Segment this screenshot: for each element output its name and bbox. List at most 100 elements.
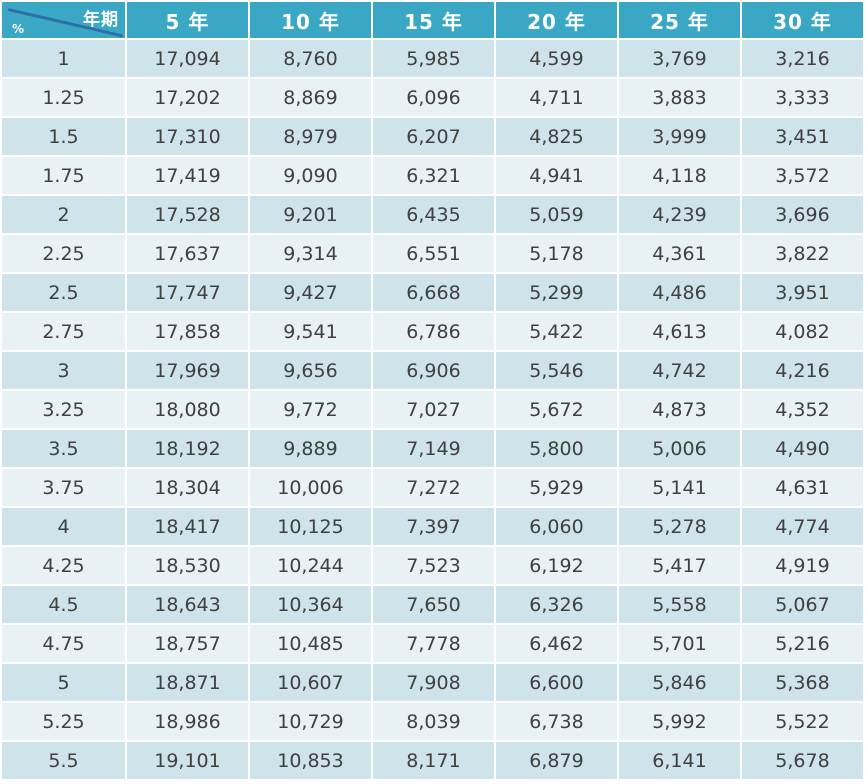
payment-cell: 4,082 xyxy=(742,313,863,350)
payment-cell: 9,314 xyxy=(250,235,371,272)
payment-cell: 5,678 xyxy=(742,742,863,779)
payment-cell: 5,846 xyxy=(619,664,740,701)
payment-cell: 9,427 xyxy=(250,274,371,311)
payment-cell: 10,244 xyxy=(250,547,371,584)
payment-cell: 8,869 xyxy=(250,79,371,116)
payment-cell: 3,769 xyxy=(619,40,740,77)
payment-cell: 17,310 xyxy=(127,118,248,155)
payment-cell: 5,417 xyxy=(619,547,740,584)
payment-cell: 18,871 xyxy=(127,664,248,701)
payment-cell: 18,643 xyxy=(127,586,248,623)
payment-cell: 3,883 xyxy=(619,79,740,116)
payment-cell: 5,672 xyxy=(496,391,617,428)
payment-cell: 6,551 xyxy=(373,235,494,272)
payment-cell: 18,192 xyxy=(127,430,248,467)
rate-cell: 1.25 xyxy=(2,79,125,116)
payment-cell: 10,729 xyxy=(250,703,371,740)
payment-cell: 4,873 xyxy=(619,391,740,428)
payment-cell: 8,171 xyxy=(373,742,494,779)
table-row: 3 17,969 9,656 6,906 5,546 4,742 4,216 xyxy=(2,352,863,389)
table-row: 4 18,417 10,125 7,397 6,060 5,278 4,774 xyxy=(2,508,863,545)
payment-cell: 3,451 xyxy=(742,118,863,155)
payment-cell: 5,522 xyxy=(742,703,863,740)
payment-cell: 6,786 xyxy=(373,313,494,350)
payment-cell: 4,742 xyxy=(619,352,740,389)
payment-cell: 4,352 xyxy=(742,391,863,428)
payment-cell: 5,368 xyxy=(742,664,863,701)
payment-cell: 6,207 xyxy=(373,118,494,155)
payment-cell: 4,599 xyxy=(496,40,617,77)
table-row: 4.25 18,530 10,244 7,523 6,192 5,417 4,919 xyxy=(2,547,863,584)
table-row: 5 18,871 10,607 7,908 6,600 5,846 5,368 xyxy=(2,664,863,701)
payment-cell: 5,985 xyxy=(373,40,494,77)
payment-cell: 17,747 xyxy=(127,274,248,311)
payment-cell: 4,613 xyxy=(619,313,740,350)
payment-cell: 5,141 xyxy=(619,469,740,506)
payment-cell: 5,278 xyxy=(619,508,740,545)
corner-label-rate: % xyxy=(12,22,26,36)
payment-cell: 6,600 xyxy=(496,664,617,701)
payment-cell: 17,969 xyxy=(127,352,248,389)
rate-cell: 5.5 xyxy=(2,742,125,779)
payment-cell: 5,701 xyxy=(619,625,740,662)
payment-cell: 5,299 xyxy=(496,274,617,311)
rate-cell: 1 xyxy=(2,40,125,77)
payment-cell: 7,149 xyxy=(373,430,494,467)
payment-cell: 6,060 xyxy=(496,508,617,545)
payment-cell: 6,326 xyxy=(496,586,617,623)
table-row: 3.25 18,080 9,772 7,027 5,672 4,873 4,352 xyxy=(2,391,863,428)
rate-cell: 3.5 xyxy=(2,430,125,467)
payment-cell: 6,192 xyxy=(496,547,617,584)
rate-cell: 4.5 xyxy=(2,586,125,623)
table-row: 3.5 18,192 9,889 7,149 5,800 5,006 4,490 xyxy=(2,430,863,467)
payment-cell: 17,858 xyxy=(127,313,248,350)
rate-cell: 1.5 xyxy=(2,118,125,155)
payment-cell: 6,879 xyxy=(496,742,617,779)
payment-cell: 9,541 xyxy=(250,313,371,350)
rate-cell: 4.25 xyxy=(2,547,125,584)
rate-cell: 3.75 xyxy=(2,469,125,506)
payment-cell: 4,919 xyxy=(742,547,863,584)
column-header: 20 年 xyxy=(496,2,617,38)
payment-cell: 18,530 xyxy=(127,547,248,584)
payment-cell: 5,422 xyxy=(496,313,617,350)
payment-cell: 9,090 xyxy=(250,157,371,194)
table-row: 3.75 18,304 10,006 7,272 5,929 5,141 4,631 xyxy=(2,469,863,506)
payment-cell: 6,668 xyxy=(373,274,494,311)
rate-cell: 1.75 xyxy=(2,157,125,194)
payment-cell: 3,822 xyxy=(742,235,863,272)
payment-cell: 6,738 xyxy=(496,703,617,740)
payment-cell: 10,006 xyxy=(250,469,371,506)
payment-cell: 8,979 xyxy=(250,118,371,155)
payment-cell: 10,364 xyxy=(250,586,371,623)
table-row: 2 17,528 9,201 6,435 5,059 4,239 3,696 xyxy=(2,196,863,233)
payment-cell: 4,941 xyxy=(496,157,617,194)
payment-cell: 17,202 xyxy=(127,79,248,116)
payment-cell: 4,711 xyxy=(496,79,617,116)
payment-cell: 5,992 xyxy=(619,703,740,740)
rate-cell: 4.75 xyxy=(2,625,125,662)
payment-cell: 6,462 xyxy=(496,625,617,662)
payment-cell: 10,125 xyxy=(250,508,371,545)
payment-cell: 5,006 xyxy=(619,430,740,467)
table-row: 1.5 17,310 8,979 6,207 4,825 3,999 3,451 xyxy=(2,118,863,155)
payment-cell: 7,272 xyxy=(373,469,494,506)
table-row: 1 17,094 8,760 5,985 4,599 3,769 3,216 xyxy=(2,40,863,77)
rate-cell: 2 xyxy=(2,196,125,233)
payment-cell: 10,485 xyxy=(250,625,371,662)
payment-cell: 9,889 xyxy=(250,430,371,467)
payment-cell: 4,239 xyxy=(619,196,740,233)
payment-cell: 8,760 xyxy=(250,40,371,77)
payment-cell: 7,908 xyxy=(373,664,494,701)
payment-cell: 6,906 xyxy=(373,352,494,389)
payment-cell: 7,397 xyxy=(373,508,494,545)
rate-cell: 5 xyxy=(2,664,125,701)
payment-cell: 3,999 xyxy=(619,118,740,155)
header-row: 年期 % 5 年 10 年 15 年 20 年 25 年 30 年 xyxy=(2,2,863,38)
payment-cell: 18,417 xyxy=(127,508,248,545)
table-row: 4.75 18,757 10,485 7,778 6,462 5,701 5,216 xyxy=(2,625,863,662)
payment-cell: 9,201 xyxy=(250,196,371,233)
payment-cell: 3,572 xyxy=(742,157,863,194)
payment-cell: 6,141 xyxy=(619,742,740,779)
